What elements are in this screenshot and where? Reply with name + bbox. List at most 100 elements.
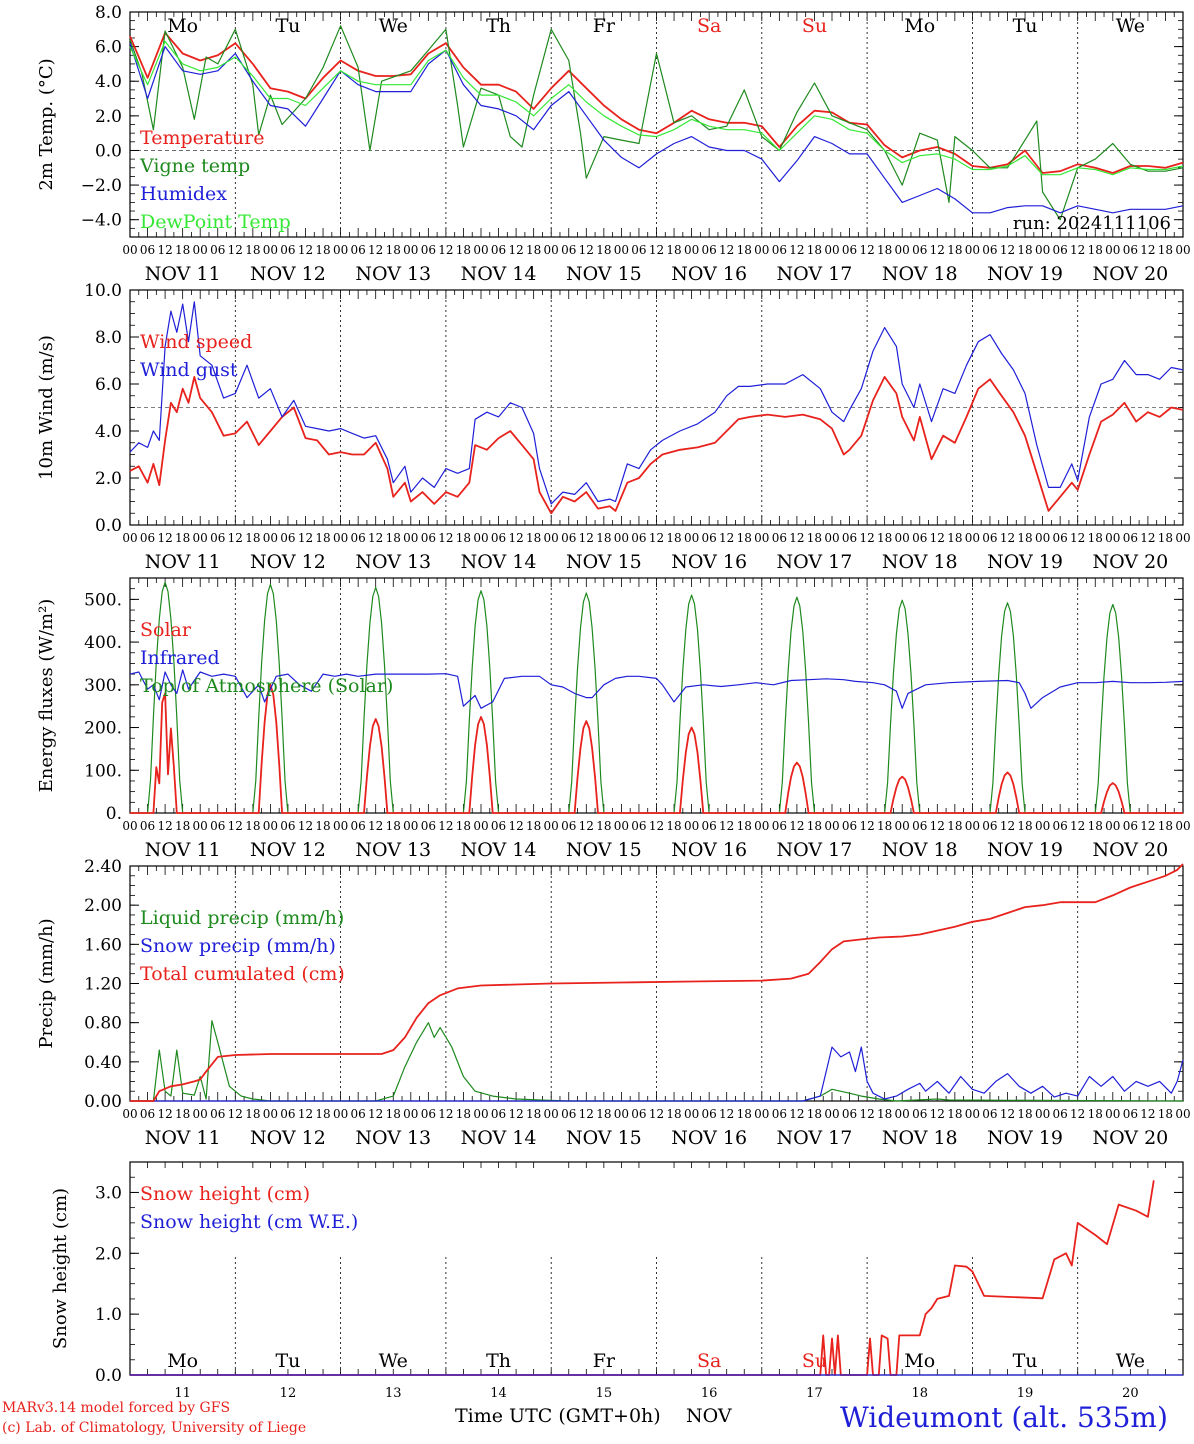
hour-tick-label: 06 (491, 243, 506, 257)
hour-tick-label: 18 (807, 819, 822, 833)
weekday-label: Su (802, 15, 827, 37)
date-label: NOV 20 (1092, 551, 1168, 573)
date-label: NOV 17 (777, 1127, 853, 1149)
hour-tick-label: 12 (579, 1107, 594, 1121)
hour-tick-label: 06 (702, 243, 717, 257)
y-tick-label: 200. (84, 719, 122, 739)
hour-tick-label: 06 (1123, 819, 1138, 833)
hour-tick-label: 18 (737, 1107, 752, 1121)
hour-tick-label: 12 (298, 531, 313, 545)
weekday-label: Th (486, 15, 511, 37)
hour-tick-label: 12 (930, 819, 945, 833)
hour-tick-label: 06 (561, 531, 576, 545)
hour-tick-label: 18 (807, 1107, 822, 1121)
hour-tick-label: 12 (228, 1107, 243, 1121)
date-label: NOV 20 (1092, 839, 1168, 861)
hour-tick-label: 18 (666, 1107, 681, 1121)
hour-tick-label: 00 (614, 819, 629, 833)
hour-tick-label: 00 (965, 1107, 980, 1121)
hour-tick-label: 12 (579, 243, 594, 257)
hour-tick-label: 18 (877, 531, 892, 545)
hour-tick-label: 18 (386, 1107, 401, 1121)
date-label: NOV 18 (882, 263, 958, 285)
hour-tick-label: 18 (175, 531, 190, 545)
date-label: NOV 13 (355, 551, 431, 573)
day-number-label: 12 (280, 1386, 297, 1401)
hour-tick-label: 12 (859, 531, 874, 545)
hour-tick-label: 18 (807, 531, 822, 545)
hour-tick-label: 00 (1105, 243, 1120, 257)
date-label: NOV 17 (777, 263, 853, 285)
hour-tick-label: 06 (912, 243, 927, 257)
hour-tick-label: 18 (1088, 243, 1103, 257)
hour-tick-label: 12 (649, 243, 664, 257)
hour-tick-label: 18 (245, 531, 260, 545)
hour-tick-label: 18 (315, 819, 330, 833)
hour-tick-label: 06 (351, 819, 366, 833)
hour-tick-label: 00 (263, 243, 278, 257)
y-tick-label: 300. (84, 676, 122, 696)
hour-tick-label: 00 (544, 1107, 559, 1121)
hour-tick-label: 18 (596, 1107, 611, 1121)
hour-tick-label: 00 (684, 243, 699, 257)
hour-tick-label: 00 (824, 819, 839, 833)
panel-5: 0.0 1.0 2.0 3.0 Snow height (cm) 11 12 13 14 15 16… (50, 1161, 1184, 1401)
hour-tick-label: 18 (526, 243, 541, 257)
weekday-label: Tu (1013, 15, 1038, 37)
hour-tick-label: 00 (544, 243, 559, 257)
hour-tick-label: 00 (333, 819, 348, 833)
day-number-label: 18 (911, 1386, 928, 1401)
hour-tick-label: 18 (245, 1107, 260, 1121)
copyright-credit: (c) Lab. of Climatology, University of L… (2, 1420, 307, 1436)
legend-entry: Top of Atmosphere (Solar) (140, 675, 393, 697)
y-tick-label: 1.20 (84, 975, 122, 995)
hour-tick-label: 18 (175, 243, 190, 257)
hour-tick-label: 18 (666, 243, 681, 257)
hour-tick-label: 06 (631, 243, 646, 257)
y-axis-label: Energy fluxes (W/m²) (36, 599, 57, 793)
hour-tick-label: 00 (263, 531, 278, 545)
hour-tick-label: 06 (912, 531, 927, 545)
date-label: NOV 15 (566, 839, 642, 861)
hour-tick-label: 00 (824, 243, 839, 257)
series-wind-gust (129, 301, 1184, 505)
hour-tick-label: 12 (438, 243, 453, 257)
hour-tick-label: 00 (193, 1107, 208, 1121)
date-label: NOV 12 (250, 1127, 326, 1149)
hour-tick-label: 12 (719, 243, 734, 257)
hour-tick-label: 00 (333, 1107, 348, 1121)
hour-tick-label: 18 (877, 1107, 892, 1121)
day-number-label: 14 (490, 1386, 507, 1401)
hour-tick-label: 00 (965, 243, 980, 257)
hour-tick-label: 06 (421, 819, 436, 833)
hour-tick-label: 12 (649, 819, 664, 833)
hour-tick-label: 12 (789, 1107, 804, 1121)
hour-tick-label: 00 (754, 531, 769, 545)
hour-tick-label: 00 (754, 819, 769, 833)
hour-tick-label: 12 (789, 819, 804, 833)
hour-tick-label: 06 (842, 531, 857, 545)
date-label: NOV 12 (250, 263, 326, 285)
hour-tick-label: 00 (473, 531, 488, 545)
hour-tick-label: 12 (368, 531, 383, 545)
hour-tick-label: 18 (1158, 819, 1173, 833)
run-label: run: 2024111106 (1013, 213, 1171, 234)
series-vigne-temp (129, 25, 1184, 221)
hour-tick-label: 06 (140, 243, 155, 257)
hour-tick-label: 12 (157, 243, 172, 257)
series-solar (130, 683, 1183, 814)
hour-tick-label: 12 (1070, 531, 1085, 545)
hour-tick-label: 12 (298, 243, 313, 257)
hour-tick-label: 06 (702, 819, 717, 833)
hour-tick-label: 12 (930, 531, 945, 545)
hour-tick-label: 18 (877, 243, 892, 257)
hour-tick-label: 06 (210, 531, 225, 545)
legend-entry: DewPoint Temp (140, 211, 291, 233)
hour-tick-label: 18 (315, 243, 330, 257)
date-label: NOV 15 (566, 1127, 642, 1149)
y-tick-label: 0.0 (95, 1366, 122, 1386)
hour-tick-label: 00 (263, 819, 278, 833)
hour-tick-label: 00 (614, 1107, 629, 1121)
